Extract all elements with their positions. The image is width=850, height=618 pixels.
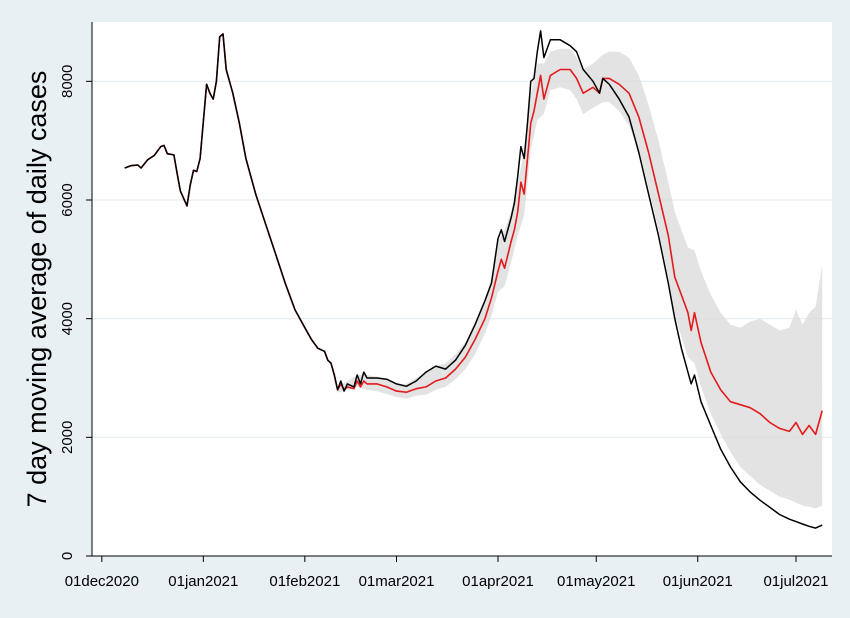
prediction-band-layer <box>337 48 823 509</box>
y-axis-title: 7 day moving average of daily cases <box>22 71 52 508</box>
x-tick-label: 01mar2021 <box>359 573 435 590</box>
x-tick-label: 01dec2020 <box>65 573 139 590</box>
x-tick-label: 01jan2021 <box>168 573 238 590</box>
series-lines-layer <box>124 30 823 529</box>
y-tick-label: 2000 <box>59 421 76 454</box>
x-axis-ticks: 01dec2020 01jan2021 01feb2021 01mar2021 01ap… <box>65 556 829 590</box>
axes <box>91 22 832 557</box>
y-tick-label: 6000 <box>59 183 76 216</box>
y-axis-ticks: 0 2000 4000 6000 8000 <box>59 65 92 560</box>
prediction-interval-band <box>337 48 823 509</box>
x-tick-label: 01apr2021 <box>462 573 534 590</box>
x-tick-label: 01jun2021 <box>663 573 733 590</box>
y-tick-label: 8000 <box>59 65 76 98</box>
x-tick-label: 01feb2021 <box>269 573 340 590</box>
observed-series-line <box>124 30 823 529</box>
y-tick-label: 0 <box>59 552 76 560</box>
x-tick-label: 01jul2021 <box>763 573 828 590</box>
x-tick-label: 01may2021 <box>557 573 635 590</box>
plot-background <box>92 22 832 556</box>
y-tick-label: 4000 <box>59 302 76 335</box>
